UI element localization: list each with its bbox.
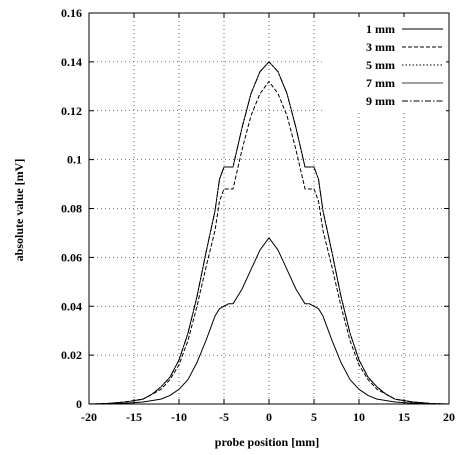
x-tick-label: -5 [219,410,229,424]
y-tick-label: 0.1 [67,153,82,167]
axis-ticks: -20 -15 -10 -5 0 5 10 15 20 0 0.02 0.04 0.06 0.08 0.1 0… [61,6,455,424]
series-lines [88,61,450,405]
x-axis-title: probe position [mm] [215,435,319,449]
x-tick-label: -20 [81,410,97,424]
series-line-3-mm [88,80,450,405]
x-tick-label: 15 [398,410,410,424]
series-line-9-mm [88,61,450,405]
y-axis-title: absolute value [mV] [12,159,26,262]
legend-label: 7 mm [366,76,395,90]
grid [89,13,449,404]
legend-background [322,17,446,113]
x-tick-label: -15 [126,410,142,424]
y-tick-label: 0.02 [61,348,82,362]
legend-label: 9 mm [366,94,395,108]
y-tick-label: 0.14 [61,55,82,69]
x-tick-label: 20 [443,410,455,424]
x-tick-label: -10 [171,410,187,424]
x-tick-label: 5 [311,410,317,424]
legend-label: 1 mm [366,22,395,36]
x-tick-label: 0 [266,410,272,424]
series-line-1-mm [89,237,449,405]
legend-label: 5 mm [366,58,395,72]
y-tick-label: 0.16 [61,6,82,20]
y-tick-label: 0.04 [61,299,82,313]
y-tick-label: 0.08 [61,202,82,216]
legend: 1 mm 3 mm 5 mm 7 mm 9 mm [322,17,446,113]
y-tick-label: 0 [76,397,82,411]
y-tick-label: 0.12 [61,104,82,118]
y-tick-label: 0.06 [61,250,82,264]
x-tick-label: 10 [353,410,365,424]
legend-label: 3 mm [366,40,395,54]
